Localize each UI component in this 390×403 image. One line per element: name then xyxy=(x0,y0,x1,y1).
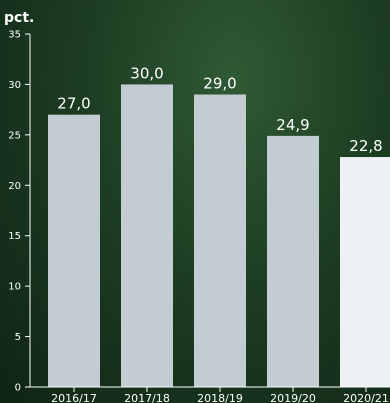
y-tick-label: 10 xyxy=(8,282,21,293)
x-tick-label: 2019/20 xyxy=(270,392,316,403)
bar-2019-20 xyxy=(267,135,319,387)
x-tick-label: 2020/21 xyxy=(343,392,389,403)
bar-value-label: 24,9 xyxy=(276,116,309,134)
bar-2018-19 xyxy=(194,94,246,387)
x-tick-label: 2018/19 xyxy=(197,392,243,403)
y-axis: 0 5 10 15 20 25 30 35 xyxy=(8,30,31,394)
y-tick-label: 15 xyxy=(8,231,21,242)
bars: 27,0 30,0 29,0 24,9 22,8 xyxy=(48,64,390,387)
y-tick-label: 25 xyxy=(8,130,21,141)
bar-value-label: 27,0 xyxy=(57,95,90,113)
bar-value-label: 30,0 xyxy=(130,64,163,82)
y-tick-label: 35 xyxy=(8,30,21,41)
y-tick-label: 0 xyxy=(15,383,21,394)
y-tick-label: 30 xyxy=(8,80,21,91)
bar-value-label: 29,0 xyxy=(203,75,236,93)
bar-value-label: 22,8 xyxy=(349,137,382,155)
x-tick-label: 2017/18 xyxy=(124,392,170,403)
y-tick-label: 5 xyxy=(15,332,21,343)
bar-2020-21 xyxy=(340,157,390,387)
y-axis-unit-label: pct. xyxy=(4,10,34,26)
x-tick-label: 2016/17 xyxy=(51,392,97,403)
bar-2016-17 xyxy=(48,114,100,387)
bar-2017-18 xyxy=(121,84,173,387)
x-axis: 2016/17 2017/18 2018/19 2019/20 2020/21 xyxy=(25,386,390,403)
y-tick-label: 20 xyxy=(8,181,21,192)
